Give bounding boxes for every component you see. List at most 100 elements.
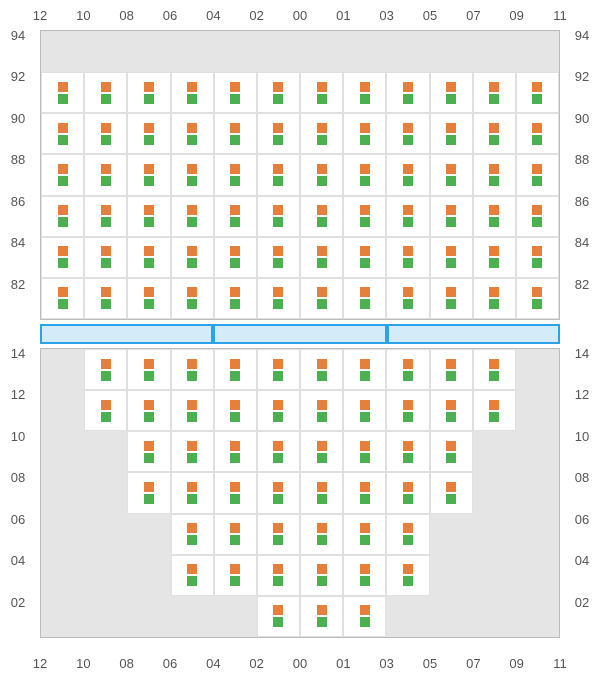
seat-cell[interactable] bbox=[214, 555, 257, 596]
seat-cell[interactable] bbox=[386, 349, 429, 390]
seat-cell[interactable] bbox=[300, 113, 343, 154]
seat-cell[interactable] bbox=[343, 72, 386, 113]
seat-cell[interactable] bbox=[430, 349, 473, 390]
seat-cell[interactable] bbox=[473, 237, 516, 278]
seat-cell[interactable] bbox=[386, 113, 429, 154]
seat-cell[interactable] bbox=[84, 237, 127, 278]
seat-cell[interactable] bbox=[343, 154, 386, 195]
seat-cell[interactable] bbox=[171, 390, 214, 431]
seat-cell[interactable] bbox=[214, 390, 257, 431]
seat-cell[interactable] bbox=[430, 154, 473, 195]
seat-cell[interactable] bbox=[214, 154, 257, 195]
seat-cell[interactable] bbox=[386, 431, 429, 472]
seat-cell[interactable] bbox=[473, 349, 516, 390]
seat-cell[interactable] bbox=[343, 278, 386, 319]
seat-cell[interactable] bbox=[214, 349, 257, 390]
seat-cell[interactable] bbox=[300, 72, 343, 113]
seat-cell[interactable] bbox=[41, 196, 84, 237]
seat-cell[interactable] bbox=[386, 196, 429, 237]
seat-cell[interactable] bbox=[84, 154, 127, 195]
seat-cell[interactable] bbox=[171, 113, 214, 154]
seat-cell[interactable] bbox=[300, 349, 343, 390]
seat-cell[interactable] bbox=[257, 154, 300, 195]
seat-cell[interactable] bbox=[127, 390, 170, 431]
seat-cell[interactable] bbox=[214, 72, 257, 113]
seat-cell[interactable] bbox=[84, 72, 127, 113]
seat-cell[interactable] bbox=[171, 349, 214, 390]
seat-cell[interactable] bbox=[257, 113, 300, 154]
seat-cell[interactable] bbox=[171, 555, 214, 596]
seat-cell[interactable] bbox=[214, 431, 257, 472]
seat-cell[interactable] bbox=[171, 431, 214, 472]
seat-cell[interactable] bbox=[300, 154, 343, 195]
seat-cell[interactable] bbox=[300, 390, 343, 431]
seat-cell[interactable] bbox=[343, 113, 386, 154]
seat-cell[interactable] bbox=[430, 278, 473, 319]
seat-cell[interactable] bbox=[343, 431, 386, 472]
seat-cell[interactable] bbox=[127, 113, 170, 154]
seat-cell[interactable] bbox=[343, 472, 386, 513]
seat-cell[interactable] bbox=[257, 196, 300, 237]
seat-cell[interactable] bbox=[473, 278, 516, 319]
seat-cell[interactable] bbox=[386, 237, 429, 278]
seat-cell[interactable] bbox=[386, 390, 429, 431]
seat-cell[interactable] bbox=[257, 514, 300, 555]
seat-cell[interactable] bbox=[41, 72, 84, 113]
seat-cell[interactable] bbox=[300, 237, 343, 278]
seat-cell[interactable] bbox=[84, 196, 127, 237]
seat-cell[interactable] bbox=[430, 431, 473, 472]
seat-cell[interactable] bbox=[516, 237, 559, 278]
seat-cell[interactable] bbox=[257, 555, 300, 596]
seat-cell[interactable] bbox=[41, 154, 84, 195]
seat-cell[interactable] bbox=[430, 390, 473, 431]
seat-cell[interactable] bbox=[386, 72, 429, 113]
seat-cell[interactable] bbox=[473, 154, 516, 195]
seat-cell[interactable] bbox=[257, 431, 300, 472]
seat-cell[interactable] bbox=[84, 390, 127, 431]
seat-cell[interactable] bbox=[257, 237, 300, 278]
seat-cell[interactable] bbox=[171, 72, 214, 113]
seat-cell[interactable] bbox=[127, 72, 170, 113]
seat-cell[interactable] bbox=[516, 72, 559, 113]
seat-cell[interactable] bbox=[300, 196, 343, 237]
seat-cell[interactable] bbox=[430, 196, 473, 237]
seat-cell[interactable] bbox=[343, 390, 386, 431]
seat-cell[interactable] bbox=[516, 154, 559, 195]
seat-cell[interactable] bbox=[516, 196, 559, 237]
seat-cell[interactable] bbox=[41, 278, 84, 319]
seat-cell[interactable] bbox=[41, 113, 84, 154]
seat-cell[interactable] bbox=[430, 472, 473, 513]
seat-cell[interactable] bbox=[127, 278, 170, 319]
seat-cell[interactable] bbox=[386, 154, 429, 195]
seat-cell[interactable] bbox=[343, 349, 386, 390]
seat-cell[interactable] bbox=[473, 196, 516, 237]
seat-cell[interactable] bbox=[343, 596, 386, 637]
seat-cell[interactable] bbox=[516, 278, 559, 319]
seat-cell[interactable] bbox=[343, 514, 386, 555]
seat-cell[interactable] bbox=[84, 278, 127, 319]
seat-cell[interactable] bbox=[127, 196, 170, 237]
seat-cell[interactable] bbox=[386, 555, 429, 596]
seat-cell[interactable] bbox=[257, 596, 300, 637]
seat-cell[interactable] bbox=[257, 390, 300, 431]
seat-cell[interactable] bbox=[386, 278, 429, 319]
seat-cell[interactable] bbox=[516, 113, 559, 154]
seat-cell[interactable] bbox=[214, 278, 257, 319]
seat-cell[interactable] bbox=[214, 472, 257, 513]
seat-cell[interactable] bbox=[300, 431, 343, 472]
seat-cell[interactable] bbox=[300, 472, 343, 513]
seat-cell[interactable] bbox=[300, 278, 343, 319]
seat-cell[interactable] bbox=[214, 237, 257, 278]
seat-cell[interactable] bbox=[171, 278, 214, 319]
seat-cell[interactable] bbox=[127, 237, 170, 278]
seat-cell[interactable] bbox=[257, 278, 300, 319]
seat-cell[interactable] bbox=[127, 472, 170, 513]
seat-cell[interactable] bbox=[257, 472, 300, 513]
seat-cell[interactable] bbox=[473, 390, 516, 431]
seat-cell[interactable] bbox=[171, 237, 214, 278]
seat-cell[interactable] bbox=[214, 196, 257, 237]
seat-cell[interactable] bbox=[343, 555, 386, 596]
seat-cell[interactable] bbox=[300, 596, 343, 637]
seat-cell[interactable] bbox=[257, 72, 300, 113]
seat-cell[interactable] bbox=[386, 472, 429, 513]
